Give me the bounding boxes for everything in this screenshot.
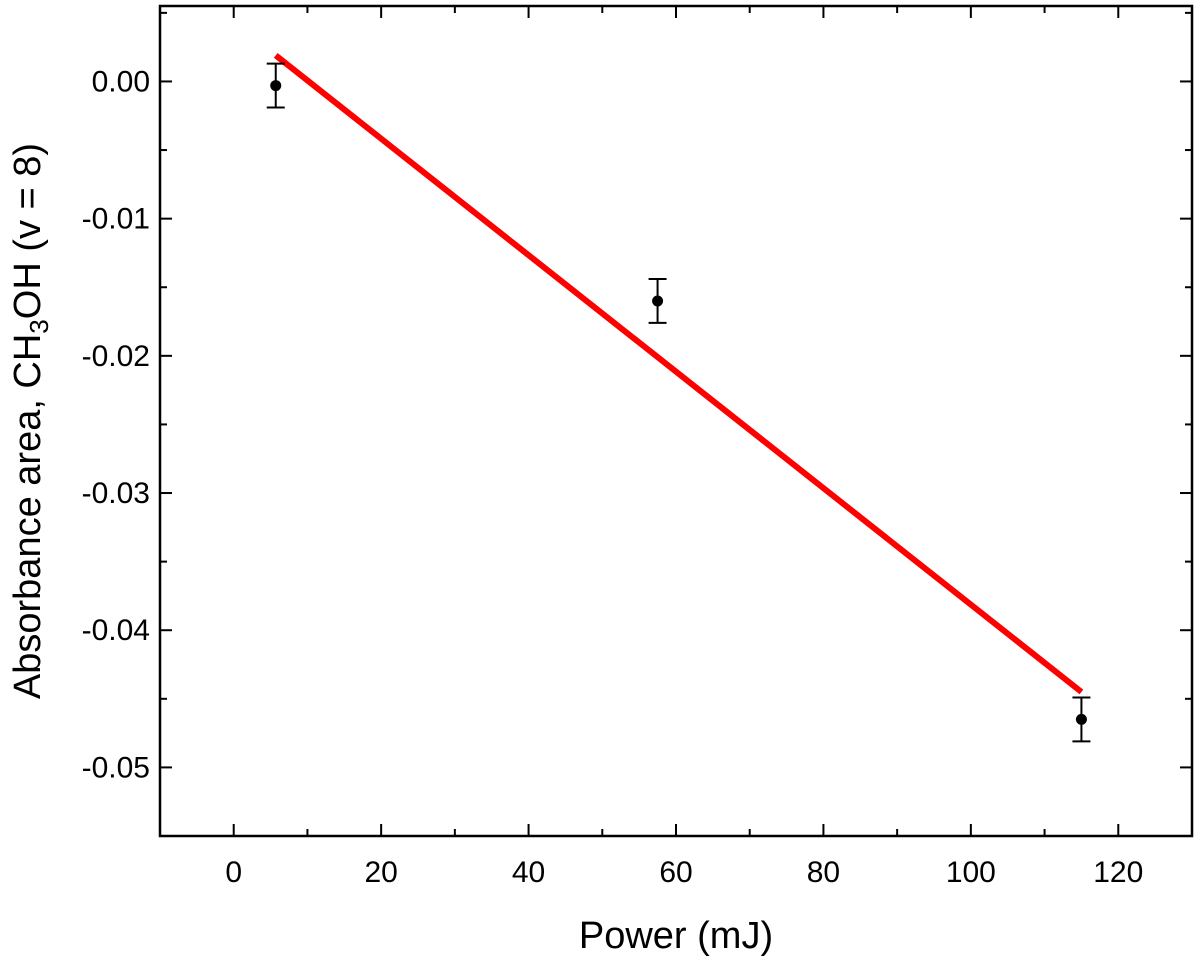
y-tick-label: -0.03	[82, 477, 150, 510]
plot-frame	[158, 4, 1194, 838]
x-tick-label: 0	[225, 856, 242, 889]
y-tick-labels: 0.00 -0.01 -0.02 -0.03 -0.04 -0.05	[82, 65, 150, 784]
fit-line-group	[273, 53, 1084, 695]
x-tick-labels: 0 20 40 60 80 100 120	[225, 856, 1143, 889]
y-axis-title-subscript: 3	[24, 319, 54, 333]
x-tick-label: 20	[364, 856, 397, 889]
data-point	[1075, 713, 1087, 725]
x-tick-label: 100	[946, 856, 996, 889]
x-axis-title: Power (mJ)	[579, 915, 773, 957]
data-points-group	[266, 62, 1091, 743]
x-tick-label: 120	[1093, 856, 1143, 889]
y-axis-title: Absorbance area, CH3OH (v = 8)	[7, 143, 54, 699]
y-tick-label: -0.01	[82, 203, 150, 236]
data-point	[270, 80, 282, 92]
fit-line	[273, 53, 1084, 695]
y-tick-label: -0.04	[82, 614, 150, 647]
y-axis-title-suffix: OH (v = 8)	[7, 143, 49, 319]
x-tick-label: 60	[659, 856, 692, 889]
data-point	[652, 295, 664, 307]
y-tick-label: 0.00	[92, 65, 150, 98]
y-axis-title-prefix: Absorbance area, CH	[7, 334, 49, 699]
y-tick-label: -0.02	[82, 340, 150, 373]
x-tick-label: 40	[512, 856, 545, 889]
axis-ticks	[159, 6, 1193, 837]
x-tick-label: 80	[807, 856, 840, 889]
y-tick-label: -0.05	[82, 751, 150, 784]
